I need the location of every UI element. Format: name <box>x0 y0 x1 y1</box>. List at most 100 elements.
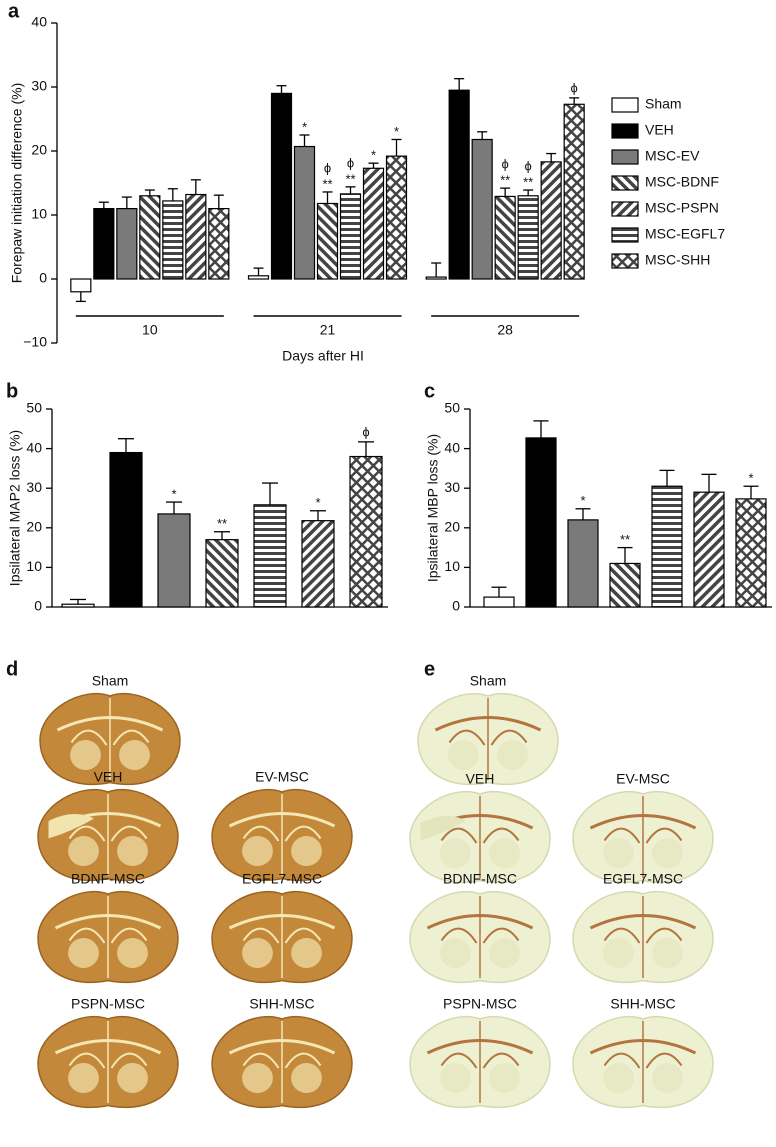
bar <box>471 138 493 280</box>
legend-swatch <box>611 123 639 139</box>
image-label: PSPN-MSC <box>71 996 145 1012</box>
bar <box>483 596 515 608</box>
brain-detail <box>242 836 273 866</box>
brain-section <box>211 890 353 984</box>
y-tick-label: 30 <box>26 479 42 495</box>
significance-star: ** <box>322 176 332 191</box>
brain-section <box>211 1015 353 1109</box>
image-label: SHH-MSC <box>610 996 675 1012</box>
significance-phi: ϕ <box>525 158 532 173</box>
brain-detail <box>603 938 634 968</box>
brain-detail <box>440 1063 471 1093</box>
brain-detail <box>652 838 683 868</box>
image-label: VEH <box>466 771 495 787</box>
bar <box>185 193 207 280</box>
brain-detail <box>291 938 322 968</box>
bar <box>339 193 362 280</box>
significance-star: * <box>371 148 376 163</box>
lesion <box>48 814 94 839</box>
brain-detail <box>603 827 683 844</box>
significance-star: ** <box>345 171 355 186</box>
bar <box>139 195 161 280</box>
brain-detail <box>242 938 273 968</box>
bar <box>61 603 95 608</box>
brain-detail <box>440 827 520 844</box>
brain-detail <box>68 836 99 866</box>
bar <box>205 539 239 608</box>
panel-letter: c <box>424 380 435 402</box>
bar <box>735 498 767 608</box>
brain-detail <box>117 938 148 968</box>
bar <box>157 513 191 608</box>
bar <box>362 167 385 280</box>
bar <box>349 455 383 608</box>
bar <box>270 92 293 280</box>
brain-detail <box>119 740 150 770</box>
bar <box>162 200 184 280</box>
bar <box>385 155 408 280</box>
legend-label: VEH <box>645 122 674 138</box>
brain-detail <box>117 1063 148 1093</box>
image-label: VEH <box>94 769 123 785</box>
brain-detail <box>242 1063 273 1093</box>
bar <box>693 491 725 608</box>
legend-label: MSC-SHH <box>645 252 710 268</box>
brain-detail <box>652 1063 683 1093</box>
legend-label: MSC-BDNF <box>645 174 719 190</box>
brain-detail <box>603 1063 634 1093</box>
image-label: Sham <box>470 673 507 689</box>
significance-star: * <box>302 119 307 134</box>
legend-label: MSC-PSPN <box>645 200 719 216</box>
brain-detail <box>489 1063 520 1093</box>
brain-section <box>39 692 181 786</box>
brain-section <box>572 790 714 884</box>
image-label: PSPN-MSC <box>443 996 517 1012</box>
significance-star: ** <box>217 516 227 531</box>
bar <box>540 161 562 280</box>
significance-star: ** <box>620 532 630 547</box>
y-tick-label: 10 <box>26 558 42 574</box>
y-axis-label: Forepaw initiation difference (%) <box>9 83 25 284</box>
brain-detail <box>70 740 101 770</box>
brain-detail <box>291 1063 322 1093</box>
image-label: EGFL7-MSC <box>242 871 322 887</box>
significance-phi: ϕ <box>347 155 354 170</box>
bar <box>116 208 138 280</box>
y-tick-label: 0 <box>39 270 47 286</box>
bar <box>93 208 115 280</box>
y-tick-label: 10 <box>31 206 47 222</box>
bar <box>301 520 335 608</box>
significance-star: * <box>315 495 320 510</box>
legend-label: Sham <box>645 96 682 112</box>
brain-detail <box>603 927 683 944</box>
image-label: EV-MSC <box>616 771 670 787</box>
bar <box>253 504 287 608</box>
y-tick-label: 20 <box>444 519 460 535</box>
brain-section <box>572 890 714 984</box>
y-tick-label: 40 <box>444 439 460 455</box>
legend-swatch <box>611 97 639 113</box>
brain-section <box>572 1015 714 1109</box>
brain-detail <box>440 938 471 968</box>
bar <box>494 195 516 280</box>
bar <box>563 103 585 280</box>
significance-phi: ϕ <box>362 424 369 439</box>
significance-star: * <box>171 486 176 501</box>
brain-detail <box>70 729 150 746</box>
bar <box>567 519 599 608</box>
brain-detail <box>291 836 322 866</box>
y-tick-label: 20 <box>26 519 42 535</box>
x-tick-label: 21 <box>320 322 336 338</box>
significance-phi: ϕ <box>502 157 509 172</box>
brain-detail <box>652 938 683 968</box>
brain-detail <box>603 1052 683 1069</box>
bar <box>208 208 230 280</box>
legend-swatch <box>611 253 639 269</box>
bar <box>651 485 683 608</box>
image-label: EV-MSC <box>255 769 309 785</box>
bar <box>316 202 339 280</box>
x-tick-label: 28 <box>497 322 513 338</box>
bar <box>517 195 539 280</box>
legend-swatch <box>611 175 639 191</box>
